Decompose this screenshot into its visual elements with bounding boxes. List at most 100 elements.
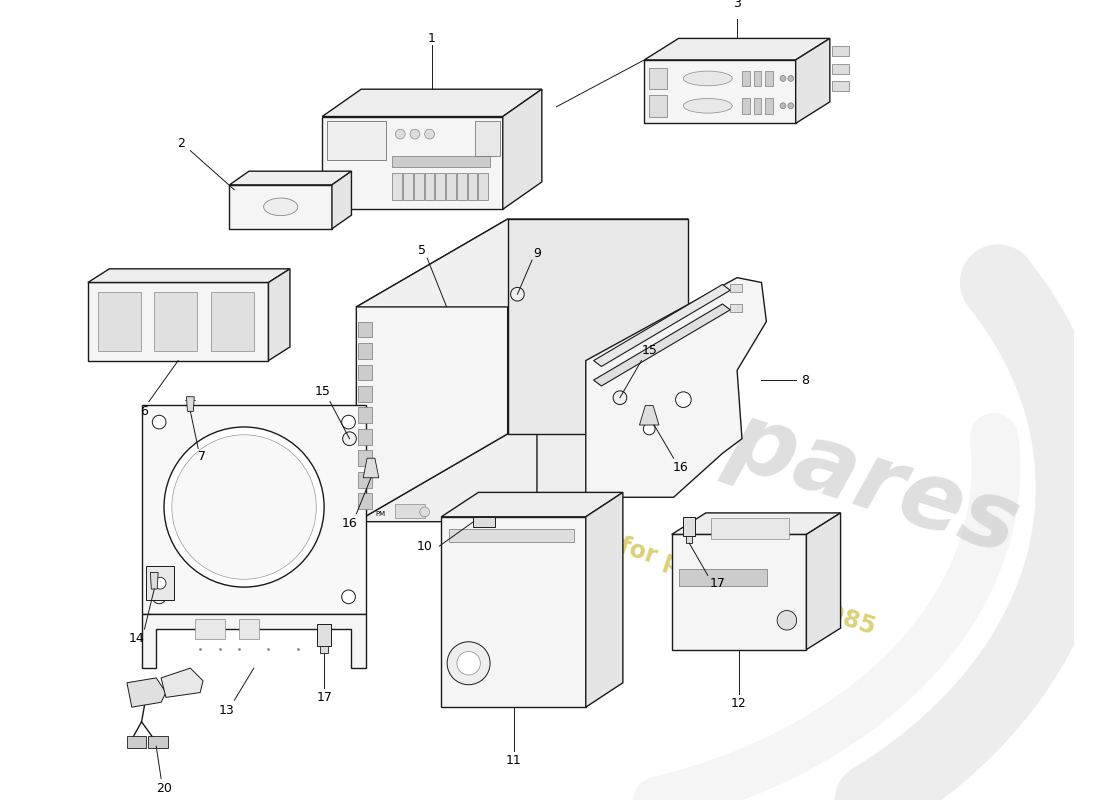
Bar: [359, 429, 372, 445]
Polygon shape: [356, 219, 508, 522]
Circle shape: [154, 578, 166, 589]
Polygon shape: [508, 219, 689, 434]
Bar: [832, 46, 849, 56]
Bar: [754, 98, 761, 114]
Polygon shape: [537, 219, 689, 522]
Bar: [441, 517, 586, 707]
Circle shape: [164, 427, 324, 587]
Bar: [414, 173, 424, 201]
Bar: [359, 365, 372, 380]
Bar: [425, 173, 435, 201]
Bar: [449, 529, 574, 542]
Bar: [447, 173, 455, 201]
Bar: [98, 292, 141, 351]
Bar: [395, 504, 425, 518]
Text: 17: 17: [710, 577, 726, 590]
Bar: [146, 566, 174, 600]
Bar: [766, 98, 773, 114]
Bar: [711, 518, 789, 539]
Bar: [683, 517, 695, 536]
Text: 3: 3: [734, 0, 741, 10]
Text: 9: 9: [534, 246, 541, 260]
Circle shape: [343, 432, 356, 446]
Bar: [766, 70, 773, 86]
Bar: [680, 569, 768, 586]
Bar: [742, 98, 750, 114]
Text: 16: 16: [672, 462, 689, 474]
Bar: [742, 70, 750, 86]
Text: 14: 14: [129, 632, 144, 646]
Ellipse shape: [264, 198, 298, 216]
Bar: [322, 117, 503, 210]
Text: a passion for parts since 1985: a passion for parts since 1985: [488, 492, 879, 639]
Text: 6: 6: [140, 405, 147, 418]
Circle shape: [780, 103, 785, 109]
Circle shape: [613, 391, 627, 405]
Circle shape: [152, 590, 166, 604]
Circle shape: [644, 423, 656, 434]
Polygon shape: [332, 171, 352, 229]
Bar: [832, 64, 849, 74]
Bar: [404, 173, 412, 201]
Polygon shape: [806, 513, 840, 650]
Bar: [320, 646, 328, 654]
Polygon shape: [503, 89, 542, 210]
Polygon shape: [126, 678, 166, 707]
Polygon shape: [441, 492, 623, 517]
Bar: [672, 534, 806, 650]
Bar: [436, 173, 446, 201]
Text: 2: 2: [177, 138, 185, 150]
Polygon shape: [594, 285, 730, 366]
Polygon shape: [322, 89, 542, 117]
Ellipse shape: [683, 71, 733, 86]
Text: 17: 17: [316, 691, 332, 704]
Polygon shape: [142, 614, 366, 668]
Bar: [359, 407, 372, 423]
Text: 10: 10: [417, 539, 432, 553]
Text: 20: 20: [156, 782, 172, 794]
Text: 15: 15: [315, 386, 330, 398]
Circle shape: [420, 507, 430, 517]
Bar: [154, 292, 197, 351]
Circle shape: [675, 392, 691, 407]
Bar: [649, 68, 667, 89]
Polygon shape: [161, 668, 204, 698]
Text: 5: 5: [418, 244, 426, 257]
Bar: [126, 737, 146, 748]
Bar: [649, 95, 667, 117]
Circle shape: [447, 642, 491, 685]
Bar: [230, 185, 332, 229]
Bar: [327, 122, 386, 161]
Bar: [393, 173, 403, 201]
Bar: [88, 282, 268, 361]
Bar: [359, 386, 372, 402]
Bar: [317, 624, 331, 646]
Polygon shape: [645, 38, 829, 60]
Circle shape: [410, 130, 420, 139]
Polygon shape: [88, 269, 290, 282]
Circle shape: [456, 651, 481, 675]
Bar: [475, 122, 499, 155]
Bar: [468, 173, 477, 201]
Polygon shape: [268, 269, 290, 361]
Text: 15: 15: [641, 344, 657, 358]
Polygon shape: [356, 219, 689, 307]
Circle shape: [788, 75, 794, 82]
Polygon shape: [795, 38, 829, 123]
Text: 7: 7: [198, 450, 206, 462]
Text: 16: 16: [342, 517, 358, 530]
Circle shape: [780, 75, 785, 82]
Bar: [359, 472, 372, 487]
Polygon shape: [230, 171, 352, 185]
Text: 11: 11: [506, 754, 521, 767]
Circle shape: [395, 130, 405, 139]
Polygon shape: [639, 406, 659, 425]
Circle shape: [777, 610, 796, 630]
Circle shape: [788, 103, 794, 109]
Circle shape: [342, 415, 355, 429]
Text: 8: 8: [802, 374, 810, 386]
Circle shape: [342, 590, 355, 604]
Text: eurospares: eurospares: [433, 302, 1031, 574]
Bar: [730, 304, 743, 312]
Circle shape: [425, 130, 435, 139]
